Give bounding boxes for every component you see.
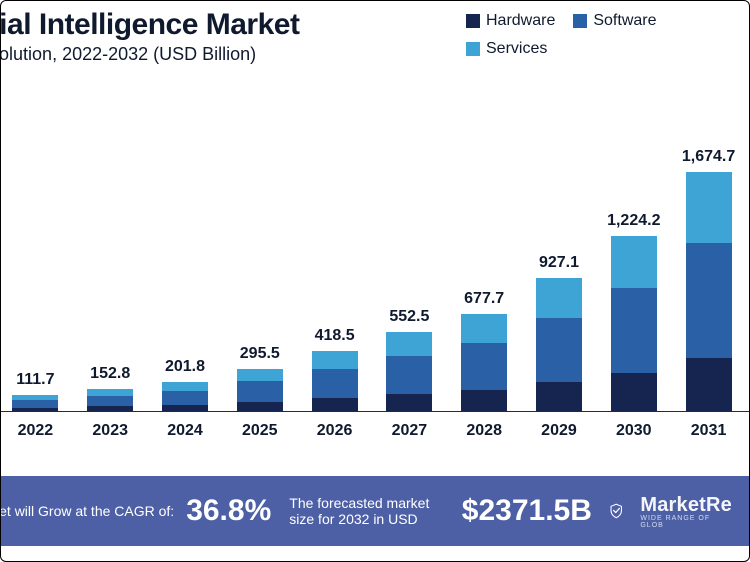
x-label: 2030 [602,422,665,440]
bar-stack [312,351,358,411]
header: Artificial Intelligence Market Size, By … [0,8,750,65]
segment-hardware [312,398,358,411]
segment-software [686,243,732,358]
title-block: Artificial Intelligence Market Size, By … [0,8,299,65]
bar-stack [12,395,58,411]
x-label: 2022 [4,422,67,440]
bar-2022: 111.7 [4,371,67,411]
brand-tagline: WIDE RANGE OF GLOB [640,515,732,529]
segment-software [386,356,432,394]
x-label: 2024 [154,422,217,440]
x-axis-line [0,411,750,412]
bar-stack [461,314,507,411]
bar-2026: 418.5 [303,327,366,411]
bar-total-label: 552.5 [389,308,429,326]
legend-label: Services [486,40,547,58]
legend: Hardware Software Services [466,12,726,58]
segment-services [162,382,208,391]
bar-stack [611,236,657,411]
x-label: 2029 [528,422,591,440]
segment-services [237,369,283,382]
legend-label: Software [593,12,656,30]
chart-canvas: Artificial Intelligence Market Size, By … [0,0,750,562]
bar-2029: 927.1 [528,254,591,411]
segment-software [12,400,58,408]
bar-2025: 295.5 [228,345,291,411]
bar-2023: 152.8 [79,365,142,411]
bar-total-label: 1,224.2 [607,212,660,230]
bar-total-label: 677.7 [464,290,504,308]
bar-stack [87,389,133,411]
segment-hardware [686,358,732,411]
segment-hardware [536,382,582,411]
chart-subtitle: Size, By Solution, 2022-2032 (USD Billio… [0,44,299,65]
bar-total-label: 1,674.7 [682,148,735,166]
x-label: 2026 [303,422,366,440]
legend-swatch-services [466,42,480,56]
footer-left: The market will Grow at the CAGR of: 36.… [0,494,271,528]
bar-total-label: 111.7 [16,371,54,389]
legend-label: Hardware [486,12,555,30]
bar-2030: 1,224.2 [602,212,665,411]
segment-software [237,381,283,401]
segment-hardware [386,394,432,411]
bar-stack [162,382,208,411]
forecast-value: $2371.5B [462,494,592,528]
shield-check-icon [610,498,622,524]
legend-swatch-hardware [466,14,480,28]
segment-software [461,343,507,390]
bar-2028: 677.7 [453,290,516,411]
segment-services [386,332,432,356]
legend-swatch-software [573,14,587,28]
bars-container: 111.7 152.8 201.8 295.5 418.5 552.5 677.7 927.1… [4,141,740,411]
legend-item-hardware: Hardware [466,12,555,30]
brand-name: MarketRe [640,494,732,517]
segment-hardware [611,373,657,412]
forecast-label: The forecasted market size for 2032 in U… [289,495,444,527]
legend-item-software: Software [573,12,656,30]
segment-hardware [461,390,507,411]
cagr-label: The market will Grow at the CAGR of: [0,503,174,519]
bar-total-label: 927.1 [539,254,579,272]
x-label: 2027 [378,422,441,440]
footer-banner: The market will Grow at the CAGR of: 36.… [0,476,750,546]
x-label: 2028 [453,422,516,440]
chart-title: Artificial Intelligence Market [0,8,299,42]
bar-total-label: 201.8 [165,358,205,376]
brand-block: MarketRe WIDE RANGE OF GLOB [640,494,732,529]
segment-software [611,288,657,372]
chart-area: 111.7 152.8 201.8 295.5 418.5 552.5 677.7 927.1… [0,120,750,440]
segment-services [536,278,582,318]
segment-software [536,318,582,382]
bar-stack [237,369,283,411]
bar-total-label: 418.5 [315,327,355,345]
segment-services [686,172,732,244]
x-axis-labels: 2022 2023 2024 2025 2026 2027 2028 2029 2030 2031 [4,422,740,440]
segment-software [312,369,358,398]
segment-software [87,396,133,406]
bar-total-label: 152.8 [90,365,130,383]
bar-total-label: 295.5 [240,345,280,363]
x-label: 2025 [228,422,291,440]
segment-services [461,314,507,343]
x-label: 2023 [79,422,142,440]
segment-services [611,236,657,289]
x-label: 2031 [677,422,740,440]
cagr-value: 36.8% [186,494,271,528]
segment-hardware [237,402,283,411]
bar-stack [386,332,432,411]
bar-2027: 552.5 [378,308,441,411]
bar-2031: 1,674.7 [677,148,740,411]
segment-software [162,391,208,405]
bar-2024: 201.8 [154,358,217,411]
segment-services [312,351,358,369]
bar-stack [536,278,582,411]
legend-item-services: Services [466,40,547,58]
bar-stack [686,172,732,411]
